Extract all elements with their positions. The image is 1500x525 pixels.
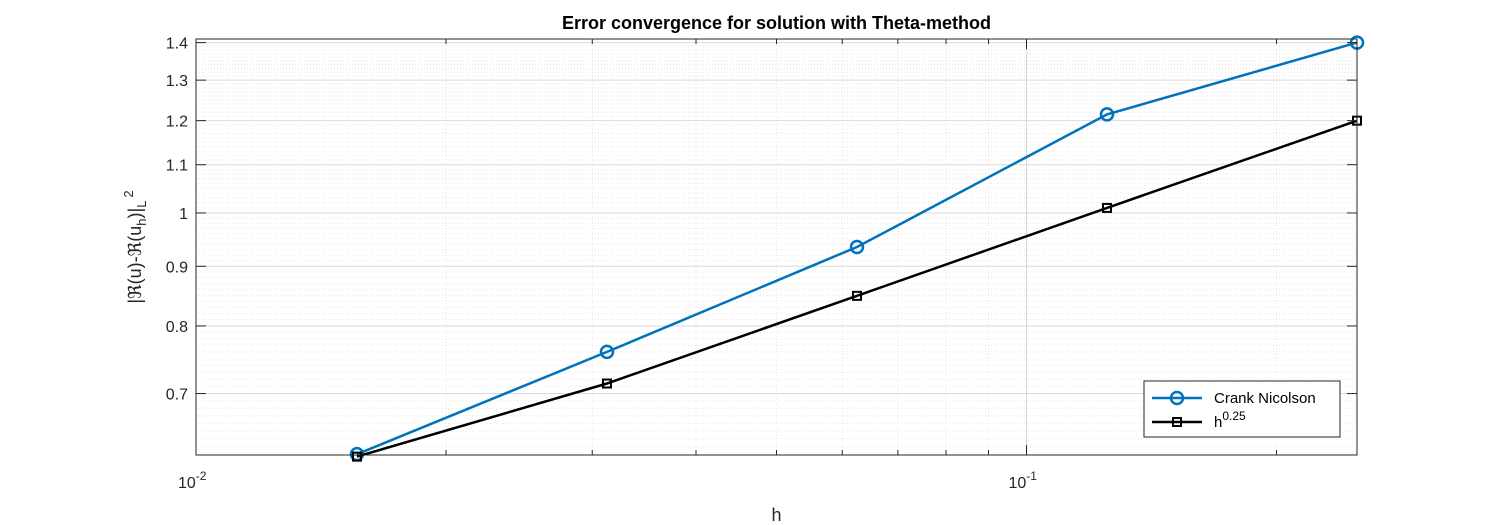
y-tick-labels: 0.7 0.8 0.9 1 1.1 1.2 1.3 1.4 [166, 36, 188, 404]
y-tick-label: 1.4 [166, 36, 188, 53]
y-axis-label: |ℜ(u)-ℜ(uh)|L 2 [121, 190, 149, 303]
x-tick-base: 10 [1009, 475, 1027, 492]
series-line [356, 119, 1358, 458]
y-label-main: |ℜ(u)-ℜ(u [125, 226, 145, 304]
y-tick-label: 0.9 [166, 259, 188, 276]
legend-label: h0.25 [1214, 409, 1246, 431]
series-line [356, 41, 1358, 456]
y-tick-label: 1.2 [166, 114, 188, 131]
legend-label: Crank Nicolson [1214, 390, 1316, 407]
y-tick-label: 1 [179, 206, 188, 223]
y-label-sub-h: h [134, 218, 149, 225]
data-point [1099, 107, 1115, 122]
x-axis-label: h [771, 505, 781, 525]
legend-box [1143, 380, 1341, 438]
legend-marker [1172, 417, 1182, 427]
x-tick-base: 10 [178, 475, 196, 492]
data-point [599, 344, 615, 360]
x-tick-labels: 10-2 10-1 [178, 469, 1037, 492]
y-tick-label: 0.8 [166, 319, 188, 336]
legend-label-exponent: 0.25 [1222, 409, 1246, 423]
axis-ticks [195, 39, 1357, 455]
series-layer [349, 35, 1365, 462]
x-tick-exponent: -1 [1026, 469, 1037, 483]
data-point [351, 451, 362, 462]
y-label-close: )| [125, 208, 145, 219]
legend-label-base: h [1214, 414, 1222, 431]
data-point [851, 290, 862, 301]
y-tick-label: 1.1 [166, 158, 188, 175]
x-tick-label: 10-2 [178, 469, 207, 492]
legend-item: h0.25 [1152, 409, 1246, 431]
legend-marker [1169, 390, 1185, 406]
y-label-sub-l: L [134, 201, 149, 208]
data-point [849, 239, 865, 255]
chart-title: Error convergence for solution with Thet… [562, 13, 991, 33]
y-tick-label: 0.7 [166, 387, 188, 404]
y-tick-label: 1.3 [166, 73, 188, 90]
legend-label-base: Crank Nicolson [1214, 390, 1316, 407]
y-label-sup-2: 2 [121, 190, 136, 197]
legend-item: Crank Nicolson [1152, 390, 1316, 407]
data-point [1101, 202, 1112, 213]
minor-grid [196, 39, 1357, 455]
legend: Crank Nicolson h0.25 [1143, 380, 1341, 438]
data-point [601, 378, 612, 389]
x-tick-label: 10-1 [1009, 469, 1038, 492]
x-tick-exponent: -2 [196, 469, 207, 483]
